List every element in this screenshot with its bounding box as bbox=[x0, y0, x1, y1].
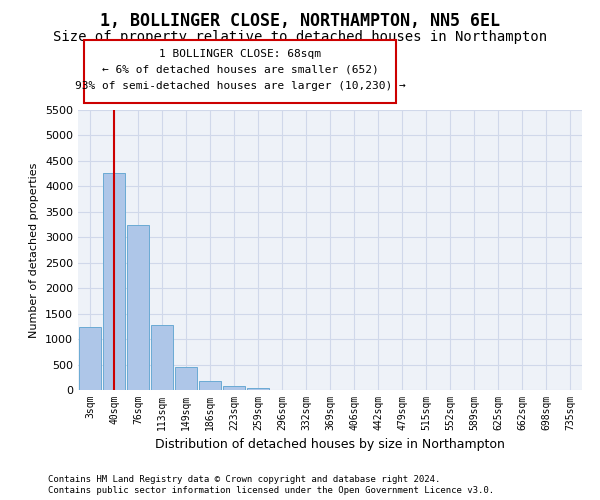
Bar bbox=[175, 366, 197, 390]
Text: ← 6% of detached houses are smaller (652): ← 6% of detached houses are smaller (652… bbox=[101, 65, 379, 75]
Bar bbox=[103, 173, 125, 390]
Bar bbox=[127, 224, 149, 390]
X-axis label: Distribution of detached houses by size in Northampton: Distribution of detached houses by size … bbox=[155, 438, 505, 452]
Text: Contains public sector information licensed under the Open Government Licence v3: Contains public sector information licen… bbox=[48, 486, 494, 495]
Text: 1 BOLLINGER CLOSE: 68sqm: 1 BOLLINGER CLOSE: 68sqm bbox=[159, 49, 321, 59]
Text: Size of property relative to detached houses in Northampton: Size of property relative to detached ho… bbox=[53, 30, 547, 44]
Text: Contains HM Land Registry data © Crown copyright and database right 2024.: Contains HM Land Registry data © Crown c… bbox=[48, 475, 440, 484]
Text: 1, BOLLINGER CLOSE, NORTHAMPTON, NN5 6EL: 1, BOLLINGER CLOSE, NORTHAMPTON, NN5 6EL bbox=[100, 12, 500, 30]
Bar bbox=[151, 326, 173, 390]
Bar bbox=[199, 380, 221, 390]
Y-axis label: Number of detached properties: Number of detached properties bbox=[29, 162, 40, 338]
Text: 93% of semi-detached houses are larger (10,230) →: 93% of semi-detached houses are larger (… bbox=[74, 81, 406, 91]
Bar bbox=[223, 386, 245, 390]
Bar bbox=[247, 388, 269, 390]
Bar bbox=[79, 328, 101, 390]
